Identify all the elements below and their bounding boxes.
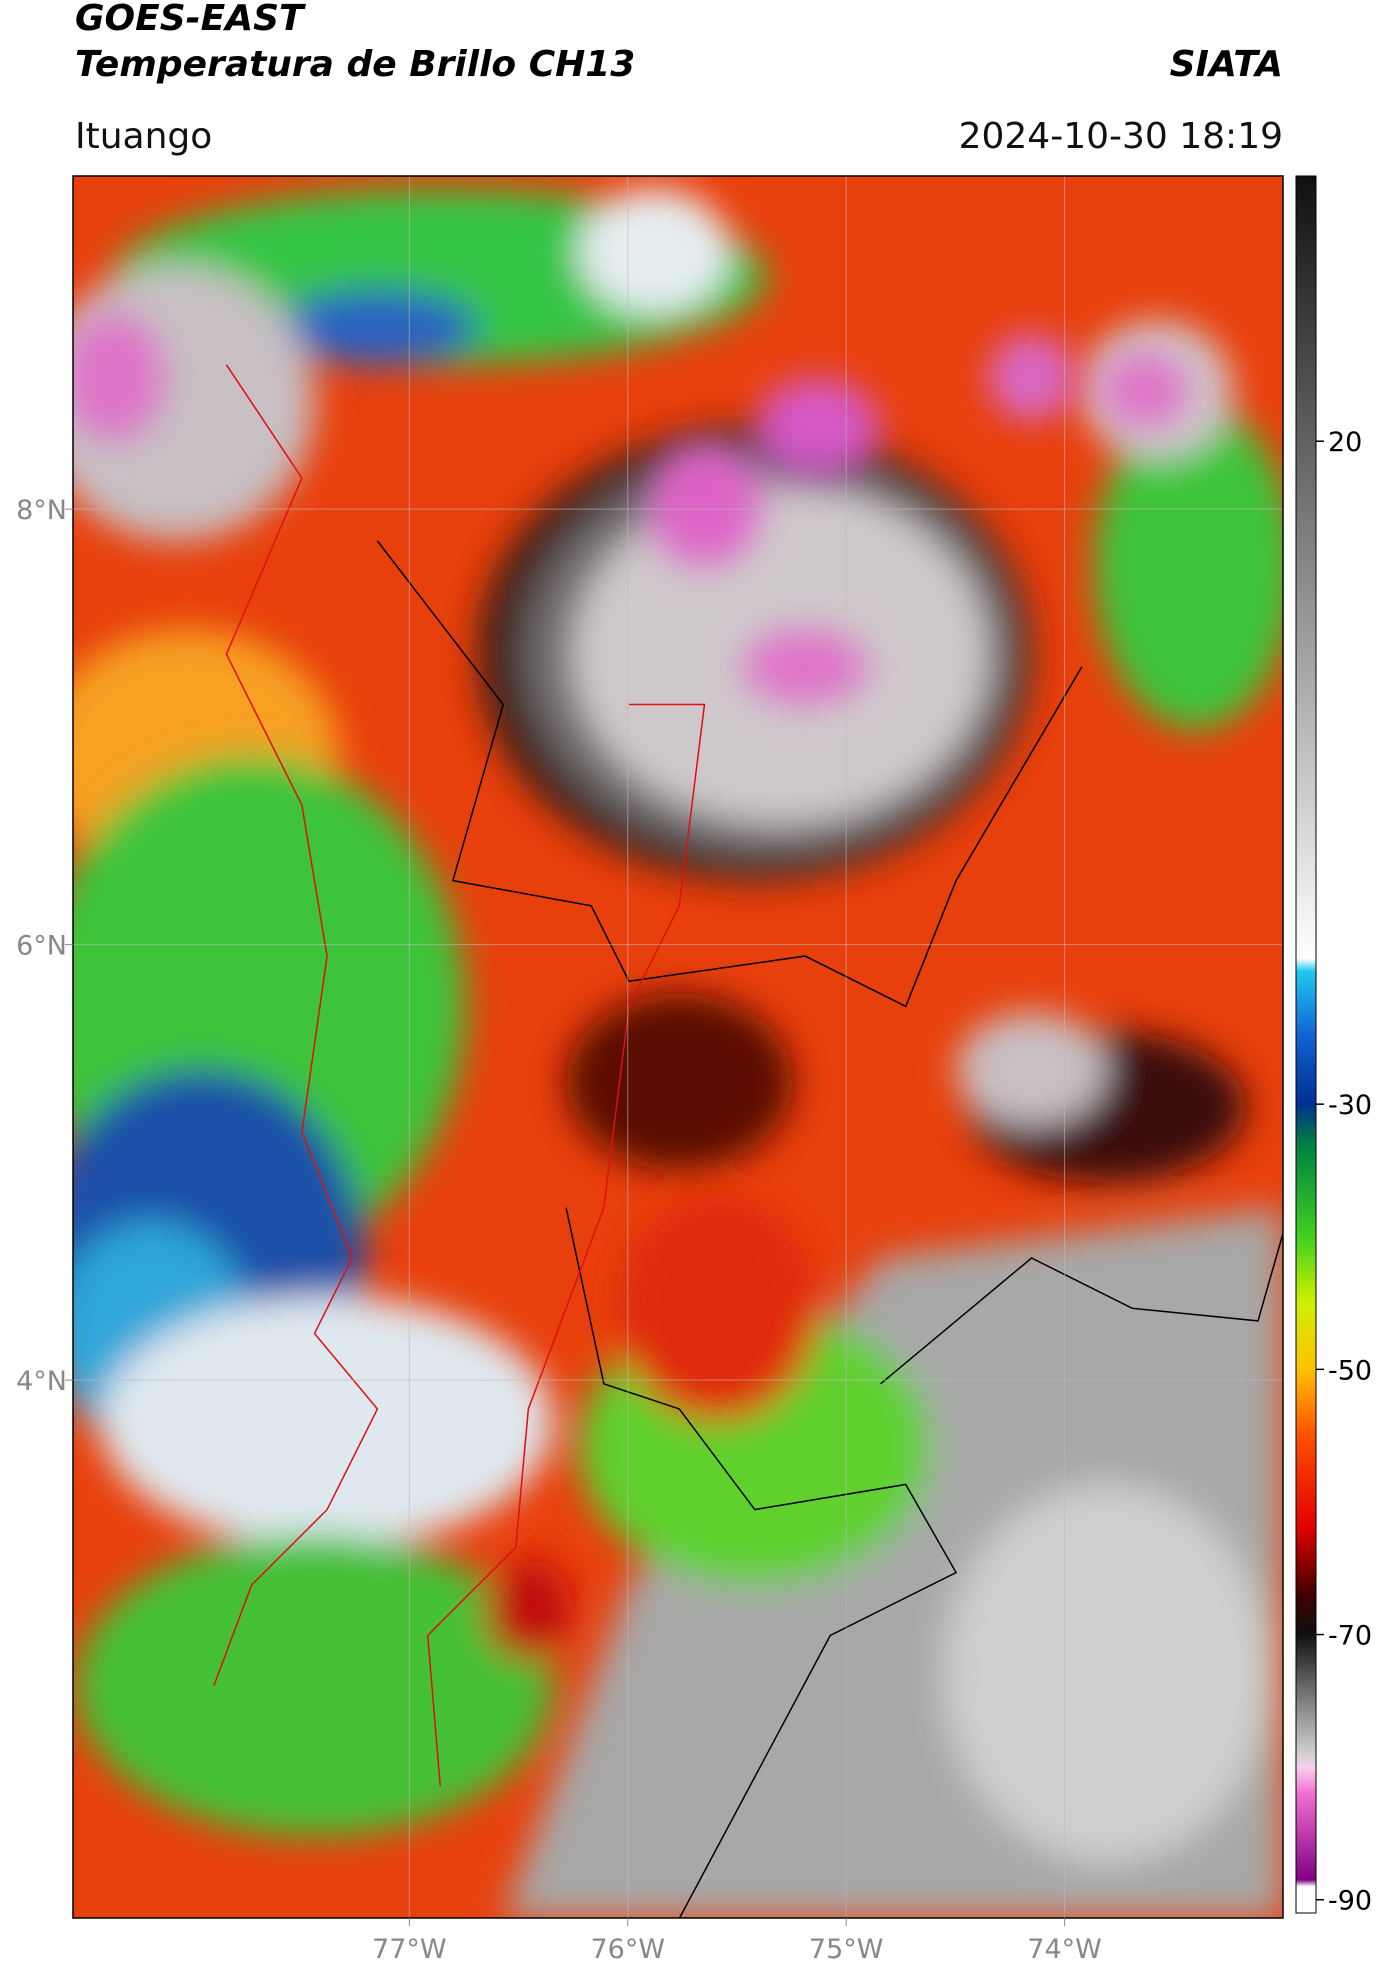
- x-tick-label: 77°W: [372, 1934, 447, 1965]
- region: Ituango: [75, 116, 212, 157]
- x-tick-label: 76°W: [590, 1934, 665, 1965]
- grid: [73, 176, 1283, 1918]
- colorbar: [1295, 175, 1317, 1914]
- source: SIATA: [1170, 44, 1283, 85]
- colorbar-tick-label: -30: [1328, 1090, 1372, 1121]
- y-tick-label: 6°N: [16, 931, 67, 962]
- y-tick-label: 8°N: [16, 495, 67, 526]
- colorbar-tick-label: -70: [1328, 1621, 1372, 1652]
- colorbar-tick-label: -50: [1328, 1355, 1372, 1386]
- x-tick-label: 74°W: [1027, 1934, 1102, 1965]
- colorbar-tick-label: -90: [1328, 1886, 1372, 1917]
- subtitle: Temperatura de Brillo CH13: [75, 44, 635, 85]
- satellite-image: [73, 176, 1283, 1918]
- y-tick-label: 4°N: [16, 1366, 67, 1397]
- title: GOES-EAST: [75, 0, 306, 39]
- x-tick-label: 75°W: [809, 1934, 884, 1965]
- colorbar-tick-label: 20: [1328, 427, 1362, 458]
- map-frame: [72, 175, 1284, 1919]
- datetime: 2024-10-30 18:19: [959, 116, 1283, 157]
